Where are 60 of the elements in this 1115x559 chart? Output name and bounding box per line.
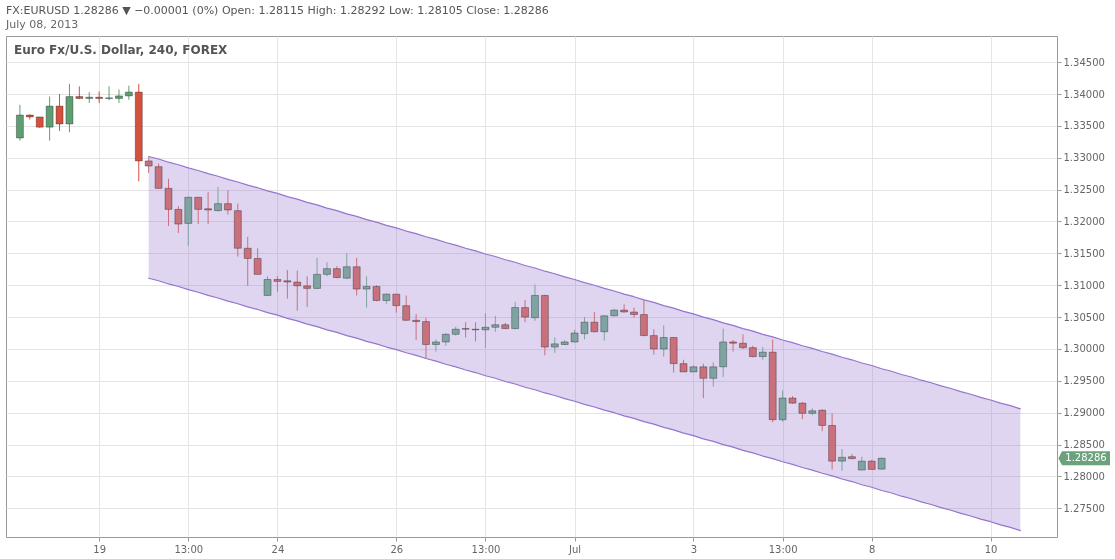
candlestick [322,261,331,277]
candlestick [530,284,539,322]
x-tick-label: 26 [390,543,404,555]
candlestick [639,299,648,337]
candlestick [293,270,302,312]
candlestick [709,361,718,388]
candlestick [649,328,658,356]
chart-subtitle: July 08, 2013 [5,18,79,31]
candlestick [214,186,223,212]
x-tick-label: 24 [271,543,285,555]
x-tick-label: 10 [984,543,998,555]
candlestick [738,333,747,350]
candlestick [838,448,847,472]
y-tick-label: 1.29000 [1063,407,1105,419]
candlestick [105,85,114,101]
candlestick [412,313,421,341]
y-tick-label: 1.27500 [1063,502,1105,514]
y-tick-label: 1.34500 [1063,56,1105,68]
candlestick [303,275,312,308]
candlestick [194,196,203,225]
candlestick [15,104,24,142]
x-tick-label: Jul [568,543,582,555]
candlestick [204,191,213,225]
candlestick [511,301,520,330]
candlestick [402,294,411,322]
line-series [148,155,1021,410]
annotation: Euro Fx/U.S. Dollar, 240, FOREX [14,43,229,57]
candlestick [422,317,431,360]
y-tick-label: 1.31500 [1063,247,1105,259]
x-tick-label: 13:00 [174,543,204,555]
text: 1.28286 [1065,452,1107,464]
y-tick-label: 1.32000 [1063,215,1105,227]
y-tick-label: 1.30500 [1063,311,1105,323]
candlestick [313,257,322,290]
x-tick-label: 8 [869,543,876,555]
candlestick [620,303,629,314]
y-tick-label: 1.32500 [1063,184,1105,196]
x-tick-label: 13:00 [471,543,501,555]
y-tick-label: 1.28500 [1063,439,1105,451]
candlestick [729,339,738,353]
y-tick-label: 1.29500 [1063,375,1105,387]
chart-title: FX:EURUSD 1.28286 ▼ −0.00001 (0%) Open: 1.28115 High: 1.28292 Low: 1.28105 Close: 1.28286 [6,4,549,17]
y-tick-label: 1.30000 [1063,343,1105,355]
x-tick-label: 19 [93,543,107,555]
candlestick [95,90,104,104]
x-tick-label: 13:00 [768,543,798,555]
candlestick [223,189,232,215]
y-tick-label: 1.34000 [1063,88,1105,100]
candlestick [114,89,123,104]
x-tick-label: 3 [690,543,698,555]
y-tick-label: 1.28000 [1063,470,1105,482]
candlestick [431,338,440,353]
candlestick [521,299,530,323]
y-tick-label: 1.31000 [1063,279,1105,291]
y-tick-label: 1.33500 [1063,120,1105,132]
line-series [148,277,1021,532]
y-tick-label: 1.33000 [1063,152,1105,164]
candlestick [124,85,133,101]
candlestick [630,307,639,319]
candlestick [342,252,351,280]
